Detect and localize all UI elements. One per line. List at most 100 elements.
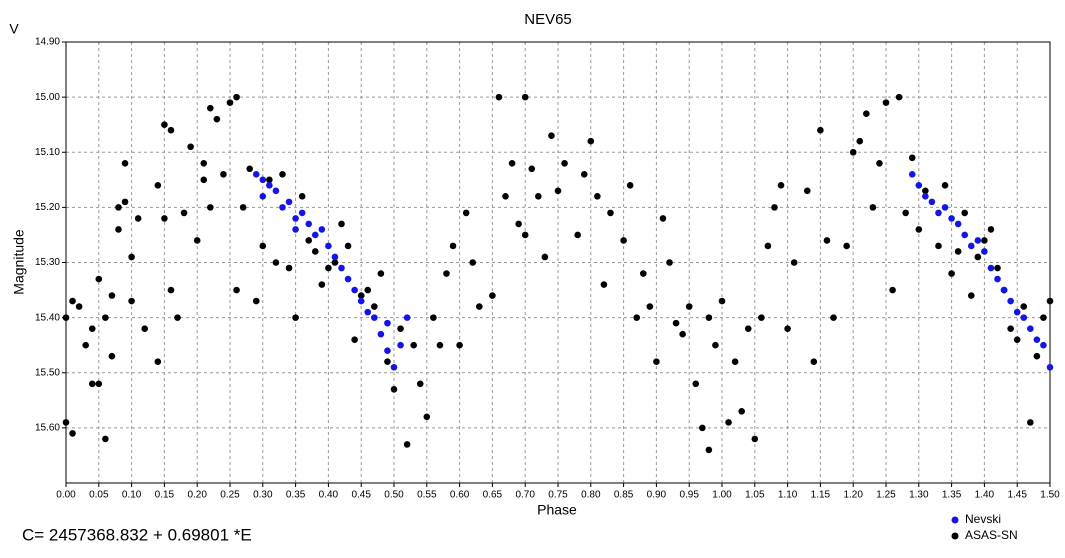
- x-tick-label: 1.45: [1007, 490, 1027, 501]
- data-point: [279, 171, 286, 178]
- data-point: [128, 253, 135, 261]
- data-point: [495, 93, 503, 101]
- data-point: [285, 198, 293, 206]
- data-point: [121, 159, 129, 167]
- x-tick-label: 0.65: [483, 490, 503, 501]
- data-point: [207, 104, 214, 112]
- y-tick-label: 15.40: [35, 312, 60, 323]
- data-point: [397, 325, 404, 332]
- data-point: [292, 314, 299, 321]
- data-point: [902, 209, 909, 217]
- legend-marker: [951, 532, 959, 540]
- data-point: [207, 204, 214, 211]
- data-point: [679, 330, 686, 338]
- x-tick-label: 0.55: [417, 490, 437, 501]
- data-point: [1033, 352, 1041, 360]
- data-point: [948, 215, 955, 222]
- data-point: [180, 209, 188, 217]
- data-point: [364, 308, 372, 316]
- data-point: [1020, 314, 1028, 321]
- data-point: [272, 259, 280, 266]
- legend-label: ASAS-SN: [965, 528, 1018, 542]
- data-point: [311, 248, 319, 255]
- data-point: [364, 286, 372, 294]
- data-point: [659, 215, 667, 222]
- y-tick-label: 15.50: [35, 367, 60, 378]
- data-point: [922, 187, 929, 195]
- x-tick-label: 1.40: [975, 490, 995, 501]
- data-point: [548, 132, 555, 140]
- data-point: [384, 347, 391, 355]
- data-point: [95, 380, 103, 388]
- data-point: [371, 303, 378, 310]
- data-point: [285, 264, 293, 272]
- x-tick-label: 0.85: [614, 490, 634, 501]
- data-point: [928, 198, 936, 206]
- data-point: [489, 292, 496, 299]
- data-point: [108, 292, 116, 299]
- data-point: [167, 126, 175, 134]
- data-point: [790, 259, 798, 266]
- data-point: [128, 297, 135, 305]
- data-point: [88, 325, 96, 332]
- data-point: [108, 352, 116, 360]
- data-point: [462, 209, 470, 217]
- data-point: [817, 126, 824, 134]
- data-point: [528, 165, 536, 173]
- data-point: [436, 341, 444, 349]
- data-point: [1040, 341, 1047, 349]
- x-tick-label: 0.35: [286, 490, 306, 501]
- data-point: [443, 270, 450, 277]
- data-point: [935, 209, 942, 217]
- data-point: [1027, 419, 1034, 426]
- data-point: [843, 242, 850, 250]
- data-point: [1013, 336, 1021, 343]
- data-point: [672, 319, 680, 327]
- data-point: [994, 264, 1001, 272]
- data-point: [338, 264, 345, 272]
- data-point: [174, 314, 181, 321]
- data-point: [357, 297, 365, 305]
- data-point: [895, 93, 903, 101]
- data-point: [508, 159, 516, 167]
- data-point: [115, 204, 122, 211]
- data-point: [75, 303, 83, 310]
- y-tick-label: 15.30: [35, 257, 60, 268]
- data-point: [810, 358, 818, 366]
- legend-label: Nevski: [965, 512, 1001, 526]
- x-tick-label: 1.00: [712, 490, 732, 501]
- y-tick-label: 14.90: [35, 37, 60, 48]
- data-point: [141, 325, 149, 332]
- data-point: [535, 193, 542, 200]
- data-point: [554, 187, 562, 195]
- x-tick-label: 0.75: [548, 490, 568, 501]
- footnote: C= 2457368.832 + 0.69801 *E: [22, 525, 252, 544]
- data-point: [213, 115, 221, 123]
- data-point: [908, 171, 916, 178]
- data-point: [456, 341, 463, 349]
- y-tick-label: 15.00: [35, 92, 60, 103]
- data-point: [981, 248, 988, 255]
- x-tick-label: 0.80: [581, 490, 601, 501]
- data-point: [574, 231, 581, 239]
- data-point: [830, 314, 837, 321]
- x-tick-label: 0.10: [122, 490, 142, 501]
- data-point: [161, 121, 168, 128]
- data-point: [305, 220, 313, 228]
- data-point: [922, 193, 929, 200]
- data-point: [102, 435, 109, 443]
- data-point: [62, 314, 70, 321]
- data-point: [1013, 308, 1021, 316]
- data-point: [1040, 314, 1047, 321]
- x-tick-label: 1.50: [1040, 490, 1060, 501]
- data-point: [718, 297, 726, 305]
- data-point: [88, 380, 96, 388]
- data-point: [948, 270, 955, 277]
- data-point: [272, 187, 280, 195]
- data-point: [416, 380, 424, 388]
- x-tick-label: 1.05: [745, 490, 765, 501]
- data-point: [646, 303, 654, 310]
- data-point: [259, 176, 267, 184]
- data-point: [82, 341, 89, 349]
- data-point: [954, 220, 962, 228]
